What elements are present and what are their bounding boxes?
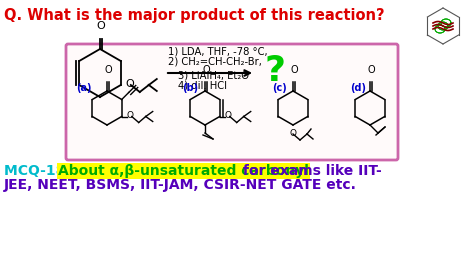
FancyBboxPatch shape [66, 44, 398, 160]
Text: O: O [290, 65, 298, 75]
Text: O: O [225, 111, 232, 120]
Text: MCQ-186:: MCQ-186: [4, 164, 85, 178]
Text: 4) dil. HCl: 4) dil. HCl [178, 80, 227, 90]
Text: O: O [290, 129, 297, 138]
Text: O: O [97, 21, 105, 31]
Text: O: O [202, 65, 210, 75]
Text: O: O [367, 65, 375, 75]
Text: 2) CH₂=CH-CH₂-Br,: 2) CH₂=CH-CH₂-Br, [168, 56, 262, 66]
Text: (a): (a) [76, 83, 91, 93]
Text: 1) LDA, THF, -78 °C,: 1) LDA, THF, -78 °C, [168, 46, 268, 56]
Text: About α,β-unsaturated carbonyl: About α,β-unsaturated carbonyl [58, 164, 309, 178]
Text: (b): (b) [182, 83, 198, 93]
Text: JEE, NEET, BSMS, IIT-JAM, CSIR-NET GATE etc.: JEE, NEET, BSMS, IIT-JAM, CSIR-NET GATE … [4, 178, 357, 192]
Text: Q. What is the major product of this reaction?: Q. What is the major product of this rea… [4, 8, 384, 23]
Text: O: O [127, 111, 134, 120]
Text: 3) LiAlH₄, Et₂O: 3) LiAlH₄, Et₂O [178, 70, 249, 80]
Text: ?: ? [265, 54, 286, 88]
Text: O: O [126, 79, 135, 89]
Text: (c): (c) [272, 83, 287, 93]
Text: (d): (d) [350, 83, 366, 93]
Text: for exams like IIT-: for exams like IIT- [238, 164, 382, 178]
Text: O: O [104, 65, 112, 75]
